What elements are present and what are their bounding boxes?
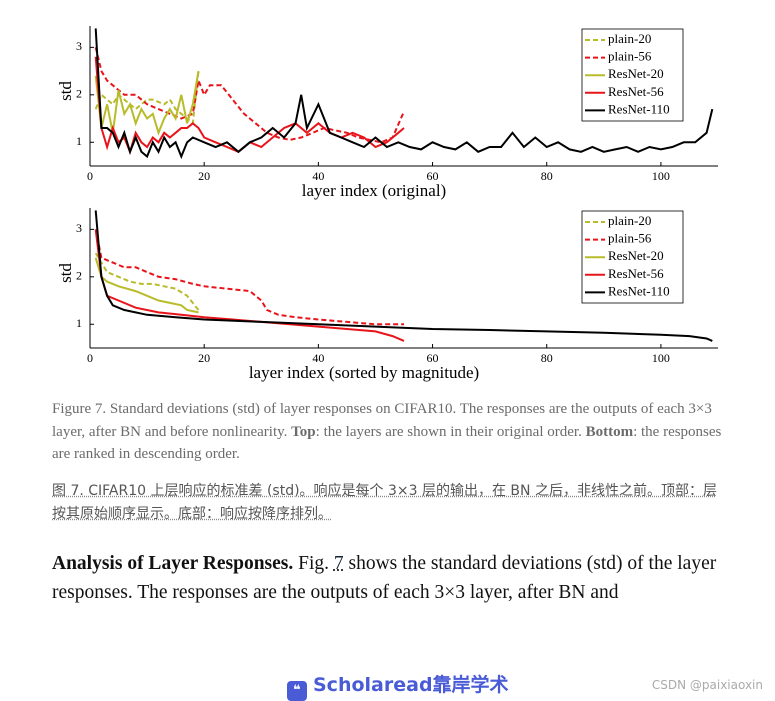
paragraph-heading: Analysis of Layer Responses.: [52, 553, 293, 574]
y-tick-label: 3: [76, 221, 82, 235]
legend-label: ResNet-20: [608, 248, 664, 263]
x-tick-label: 0: [87, 351, 93, 365]
caption-bold: Top: [291, 424, 315, 440]
figure: 1230 20 40 60 80 100layer index (original)std…: [0, 0, 775, 395]
logo[interactable]: ❝ Scholaread靠岸学术: [287, 670, 509, 701]
logo-text: Scholaread靠岸学术: [313, 674, 509, 696]
series-line: [96, 47, 404, 142]
y-tick-label: 2: [76, 269, 82, 283]
x-tick-label: 80: [541, 351, 553, 365]
y-tick-label: 2: [76, 87, 82, 101]
legend-label: plain-20: [608, 213, 651, 228]
caption-text: : the layers are shown in their original…: [316, 424, 586, 440]
x-tick-label: 80: [541, 169, 553, 183]
y-tick-label: 3: [76, 39, 82, 53]
legend-label: ResNet-110: [608, 101, 670, 116]
y-axis-label: std: [56, 81, 75, 101]
series-line: [96, 57, 404, 152]
x-tick-label: 0: [87, 169, 93, 183]
series-line: [96, 229, 404, 324]
x-tick-label: 20: [198, 351, 210, 365]
watermark: CSDN @paixiaoxin: [652, 678, 763, 692]
x-tick-label: 20: [198, 169, 210, 183]
logo-icon: ❝: [287, 681, 307, 701]
legend-label: ResNet-20: [608, 66, 664, 81]
paragraph-text: Fig.: [293, 553, 334, 574]
y-tick-label: 1: [76, 316, 82, 330]
figure-caption: Figure 7. Standard deviations (std) of l…: [52, 398, 724, 466]
caption-bold: Bottom: [586, 424, 634, 440]
legend-label: plain-56: [608, 231, 652, 246]
x-axis-label: layer index (sorted by magnitude): [249, 363, 479, 382]
x-tick-label: 100: [652, 351, 670, 365]
legend-label: ResNet-56: [608, 84, 664, 99]
series-line: [96, 71, 199, 123]
legend-label: ResNet-110: [608, 283, 670, 298]
x-tick-label: 100: [652, 169, 670, 183]
y-tick-label: 1: [76, 134, 82, 148]
legend-label: plain-20: [608, 31, 651, 46]
paragraph: Analysis of Layer Responses. Fig. 7 show…: [52, 549, 732, 607]
figure-link[interactable]: 7: [334, 553, 344, 574]
series-line: [96, 229, 404, 341]
x-axis-label: layer index (original): [302, 181, 446, 200]
legend-label: ResNet-56: [608, 266, 664, 281]
y-axis-label: std: [56, 263, 75, 283]
legend-label: plain-56: [608, 49, 652, 64]
translation: 图 7. CIFAR10 上层响应的标准差 (std)。响应是每个 3×3 层的…: [52, 480, 724, 526]
